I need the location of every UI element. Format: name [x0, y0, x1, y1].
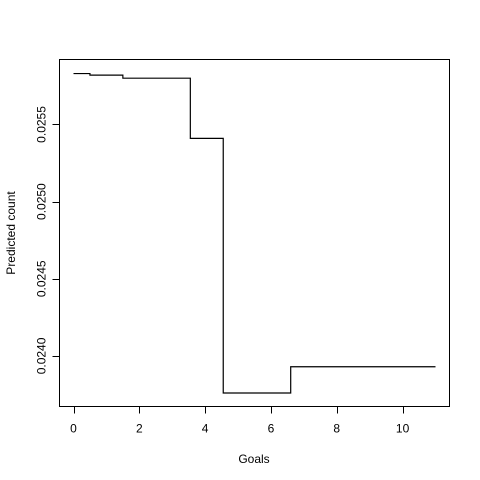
y-tick-label: 0.0255 — [35, 106, 49, 143]
x-tick-label: 4 — [202, 422, 209, 436]
x-tick-label: 8 — [333, 422, 340, 436]
x-axis-label: Goals — [238, 452, 269, 466]
series-line-0 — [73, 72, 436, 394]
y-axis: 0.0240 0.0245 0.0250 0.0255 — [35, 106, 60, 374]
series-group — [73, 72, 436, 394]
x-axis: 0 2 4 6 8 10 — [70, 406, 410, 436]
y-tick-label: 0.0245 — [35, 260, 49, 297]
y-tick-label: 0.0240 — [35, 337, 49, 374]
x-tick-label: 10 — [396, 422, 410, 436]
y-axis-label: Predicted count — [4, 191, 18, 275]
y-tick-label: 0.0250 — [35, 183, 49, 220]
x-tick-label: 6 — [268, 422, 275, 436]
x-tick-label: 2 — [136, 422, 143, 436]
x-tick-label: 0 — [70, 422, 77, 436]
plot-box — [59, 59, 450, 407]
